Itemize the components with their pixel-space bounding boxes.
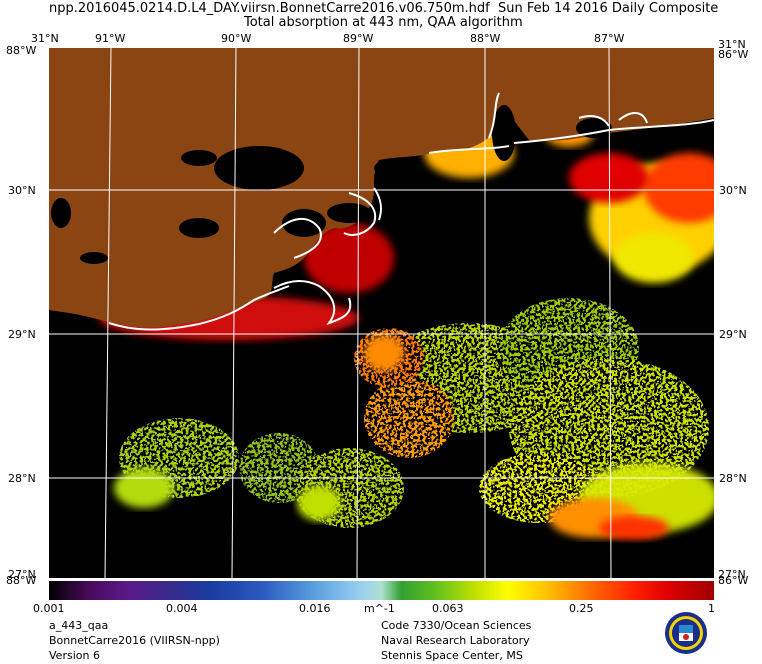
version-label: Version 6 <box>49 649 100 662</box>
lon-corner-bottom-right: 86°W <box>718 574 749 587</box>
map-canvas <box>49 48 714 578</box>
colorbar-tick-1: 1 <box>708 602 715 615</box>
land-layer <box>49 48 714 328</box>
absorption-map <box>49 48 714 578</box>
lat-label-29n-left: 29°N <box>8 328 36 341</box>
lon-corner-top-right: 86°W <box>718 48 749 61</box>
lat-label-bottom-right: 27°N <box>718 568 746 581</box>
colorbar-tick-0.001: 0.001 <box>33 602 65 615</box>
lat-label-top-right: 31°N <box>718 38 746 51</box>
lon-label-90w: 90°W <box>221 32 252 45</box>
lat-label-30n-left: 30°N <box>8 184 36 197</box>
lat-label-bottom-left: 27°N <box>8 568 36 581</box>
org-name: Naval Research Laboratory <box>381 634 530 647</box>
date-title: Sun Feb 14 2016 Daily Composite <box>498 1 719 16</box>
lat-label-28n-left: 28°N <box>8 472 36 485</box>
colorbar-tick-0.063: 0.063 <box>432 602 464 615</box>
org-location: Stennis Space Center, MS <box>381 649 523 662</box>
org-code: Code 7330/Ocean Sciences <box>381 619 532 632</box>
product-name: a_443_qaa <box>49 619 109 632</box>
colorbar-tick-0.25: 0.25 <box>569 602 594 615</box>
lon-label-87w: 87°W <box>594 32 625 45</box>
lon-label-89w: 89°W <box>343 32 374 45</box>
dataset-name: BonnetCarre2016 (VIIRSN-npp) <box>49 634 220 647</box>
lon-label-91w: 91°W <box>95 32 126 45</box>
colorbar <box>49 581 714 600</box>
graticule <box>49 48 714 578</box>
colorbar-tick-0.016: 0.016 <box>299 602 331 615</box>
lat-label-30n-right: 30°N <box>719 184 747 197</box>
colorbar-tick-0.004: 0.004 <box>166 602 198 615</box>
lon-label-88w: 88°W <box>470 32 501 45</box>
lat-label-28n-right: 28°N <box>719 472 747 485</box>
colorbar-unit: m^-1 <box>364 602 395 615</box>
lat-label-29n-right: 29°N <box>719 328 747 341</box>
product-subtitle: Total absorption at 443 nm, QAA algorith… <box>244 15 523 30</box>
lon-corner-bottom-left: 88°W <box>6 574 37 587</box>
nrl-seal-logo <box>665 612 707 654</box>
lon-corner-top-left: 88°W <box>6 44 37 57</box>
filename-title: npp.2016045.0214.D.L4_DAY.viirsn.BonnetC… <box>49 1 490 16</box>
lat-label-top-left: 31°N <box>31 32 59 45</box>
